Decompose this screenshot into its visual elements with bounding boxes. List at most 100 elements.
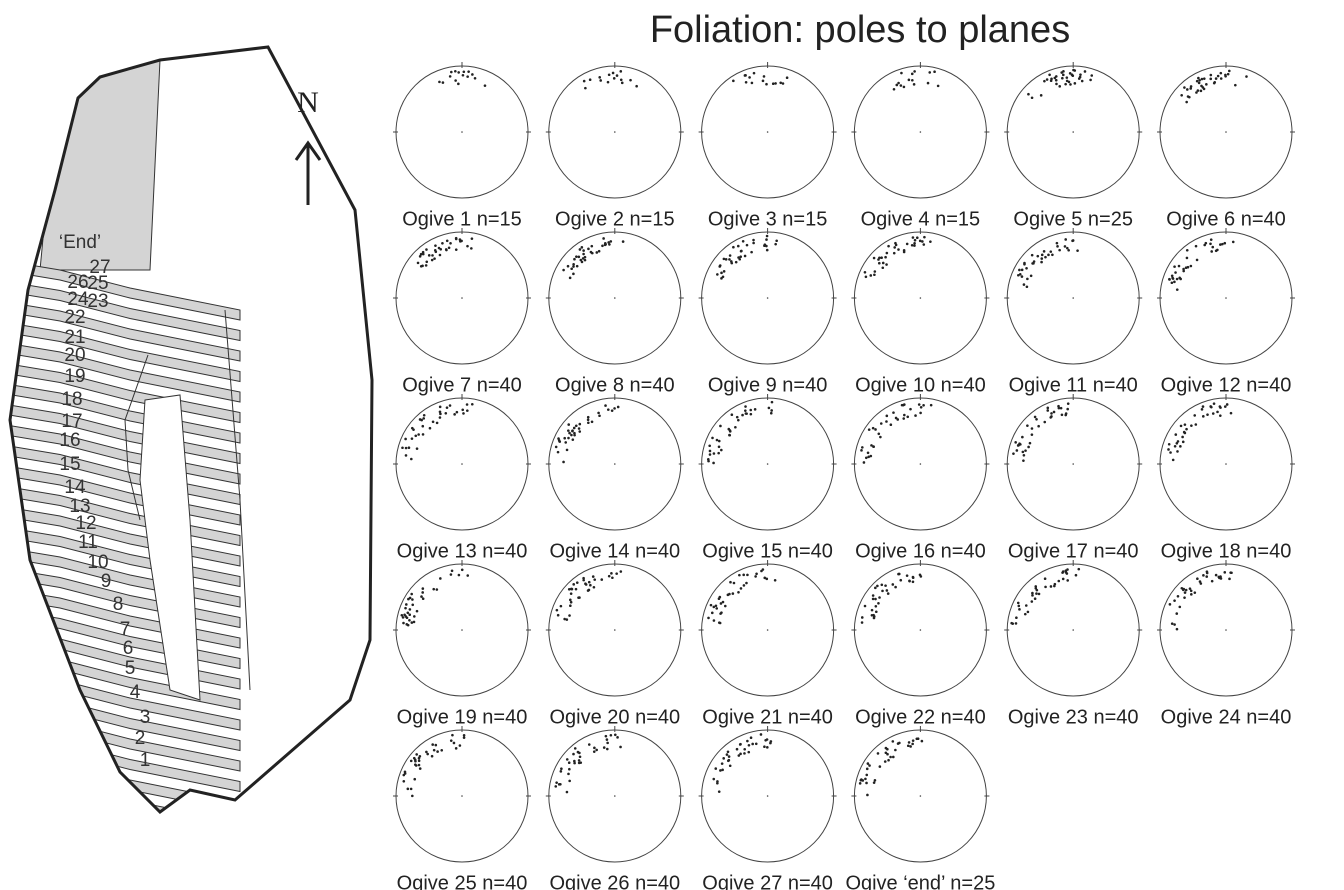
pole-point — [1224, 73, 1227, 77]
pole-point — [620, 81, 624, 85]
pole-point — [1014, 622, 1018, 625]
pole-point — [1020, 275, 1024, 278]
pole-point — [555, 608, 559, 612]
pole-point — [1030, 253, 1034, 257]
pole-point — [421, 424, 425, 428]
pole-point — [1200, 84, 1203, 88]
stereonet — [1157, 560, 1295, 697]
pole-point — [575, 581, 579, 584]
pole-point — [1189, 87, 1193, 90]
pole-point — [441, 242, 444, 245]
stereonet — [393, 560, 531, 697]
pole-point — [1170, 274, 1174, 278]
pole-point — [449, 573, 453, 576]
ogive-number: 22 — [64, 307, 85, 328]
pole-point — [1048, 73, 1051, 77]
pole-point — [577, 427, 581, 430]
pole-point — [714, 604, 718, 608]
pole-point — [592, 585, 596, 589]
pole-point — [1035, 588, 1039, 592]
stereonet-caption: Ogive 26 n=40 — [549, 872, 680, 890]
pole-point — [436, 750, 439, 753]
stereonet — [851, 228, 990, 365]
pole-point — [712, 777, 716, 781]
pole-point — [1216, 410, 1219, 414]
pole-point — [1189, 85, 1193, 88]
pole-point — [402, 621, 405, 625]
pole-point — [891, 583, 895, 586]
pole-point — [1200, 408, 1204, 411]
pole-point — [569, 604, 572, 607]
pole-point — [453, 413, 456, 416]
pole-point — [909, 407, 912, 411]
ogive-number: 7 — [120, 619, 131, 640]
pole-point — [729, 580, 732, 584]
stereonet-caption: Ogive 8 n=40 — [555, 374, 675, 396]
pole-point — [889, 755, 892, 759]
pole-point — [728, 258, 731, 261]
pole-point — [877, 261, 881, 265]
pole-point — [896, 742, 900, 745]
pole-point — [1168, 603, 1172, 606]
pole-point — [1024, 449, 1027, 452]
pole-point — [417, 759, 421, 763]
pole-point — [421, 250, 425, 254]
stereonet — [393, 394, 531, 531]
pole-point — [1202, 77, 1206, 80]
pole-point — [881, 266, 885, 270]
pole-point — [598, 76, 602, 79]
stereonet — [1004, 394, 1143, 531]
stereonet-caption: Ogive 21 n=40 — [702, 706, 833, 728]
pole-point — [1186, 265, 1190, 269]
pole-point — [907, 78, 911, 82]
pole-point — [450, 70, 453, 74]
pole-point — [1169, 451, 1172, 454]
pole-point — [615, 74, 619, 77]
pole-point — [1201, 405, 1205, 408]
pole-point — [1030, 96, 1034, 100]
pole-point — [438, 416, 442, 419]
pole-point — [1017, 273, 1020, 277]
pole-point — [723, 604, 727, 608]
stereonet-caption: Ogive 11 n=40 — [1009, 374, 1138, 396]
stereonet — [1157, 228, 1295, 365]
pole-point — [1177, 264, 1181, 268]
stereonet — [1157, 394, 1295, 531]
pole-point — [619, 78, 623, 82]
pole-point — [1035, 417, 1038, 421]
pole-point — [752, 241, 755, 245]
pole-point — [915, 236, 919, 239]
pole-point — [1049, 79, 1053, 83]
pole-point — [907, 741, 911, 744]
pole-point — [1228, 69, 1231, 73]
pole-point — [410, 592, 413, 596]
pole-point — [629, 78, 632, 82]
pole-point — [1040, 253, 1044, 257]
pole-point — [872, 781, 876, 784]
pole-point — [721, 275, 725, 279]
pole-point — [421, 264, 424, 268]
glacier-map — [8, 45, 374, 814]
pole-point — [408, 608, 412, 611]
pole-point — [884, 751, 888, 755]
pole-point — [899, 84, 903, 87]
pole-point — [1223, 405, 1227, 408]
pole-point — [412, 428, 415, 431]
pole-point — [1022, 283, 1026, 286]
pole-point — [1049, 416, 1052, 419]
pole-point — [437, 246, 441, 250]
center — [919, 629, 922, 631]
pole-point — [582, 79, 586, 83]
pole-point — [1030, 433, 1034, 436]
pole-point — [869, 274, 873, 277]
pole-point — [414, 434, 418, 438]
pole-point — [874, 605, 878, 608]
stereonet-caption: Ogive 27 n=40 — [702, 872, 833, 890]
pole-point — [1021, 435, 1024, 439]
pole-point — [1029, 274, 1033, 278]
pole-point — [428, 426, 432, 430]
pole-point — [569, 598, 572, 602]
pole-point — [743, 747, 747, 751]
stereonet — [698, 560, 837, 697]
pole-point — [727, 758, 731, 762]
